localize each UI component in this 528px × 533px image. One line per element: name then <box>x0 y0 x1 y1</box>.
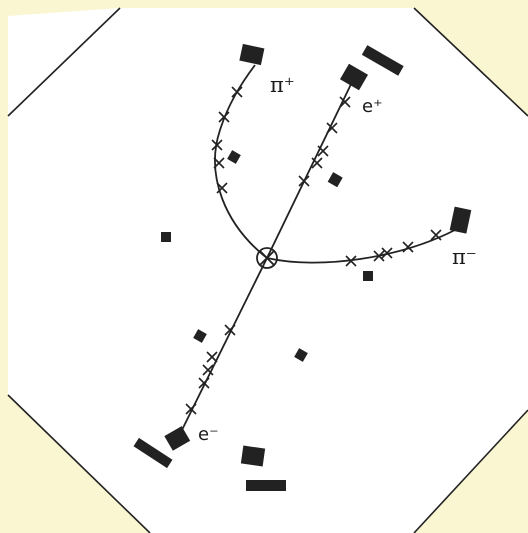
label-pi-plus: π⁺ <box>270 73 295 97</box>
deposit-e-plus-outer <box>361 45 404 76</box>
track-e-plus <box>266 77 355 259</box>
hit <box>430 229 442 241</box>
deposit-isolated <box>161 232 171 242</box>
hit <box>345 255 357 267</box>
track-pi-plus <box>214 64 268 259</box>
hit <box>381 247 393 259</box>
hit <box>326 122 338 134</box>
deposit-e-plus-inner <box>339 63 369 91</box>
hit <box>402 241 414 253</box>
deposit-pi-minus <box>449 206 472 234</box>
vertex-marker <box>256 247 278 269</box>
hit <box>206 351 218 363</box>
detector-region <box>8 8 528 533</box>
hit <box>218 111 230 123</box>
deposit-isolated <box>363 271 373 281</box>
hit <box>211 139 223 151</box>
deposit-isolated <box>227 150 241 164</box>
hit <box>339 96 351 108</box>
hit <box>298 175 310 187</box>
hit <box>224 324 236 336</box>
hit <box>185 403 197 415</box>
hit <box>317 145 329 157</box>
deposit-bottom-small <box>240 445 266 467</box>
hit <box>198 377 210 389</box>
hit <box>311 157 323 169</box>
deposit-e-minus-inner <box>164 426 191 451</box>
hit <box>231 86 243 98</box>
label-e-minus: e⁻ <box>198 424 219 445</box>
hit <box>216 182 228 194</box>
boundary-bottom-right <box>413 409 528 533</box>
deposit-e-minus-outer <box>133 437 173 469</box>
deposit-isolated <box>327 172 343 188</box>
boundary-bottom-left <box>7 394 151 533</box>
deposit-isolated <box>193 329 207 343</box>
hit <box>202 364 214 376</box>
hit <box>373 250 385 262</box>
track-pi-minus <box>266 229 456 264</box>
detector-boundary <box>7 7 528 533</box>
label-e-plus: e⁺ <box>362 96 383 117</box>
deposit-isolated <box>294 348 308 362</box>
deposit-pi-plus <box>239 43 265 66</box>
deposit-bottom-bar <box>246 480 286 491</box>
track-hits <box>185 86 442 415</box>
energy-deposits <box>133 43 472 491</box>
boundary-top-left <box>7 7 121 117</box>
hit <box>213 157 225 169</box>
label-pi-minus: π⁻ <box>452 245 477 269</box>
boundary-top-right <box>413 7 528 117</box>
